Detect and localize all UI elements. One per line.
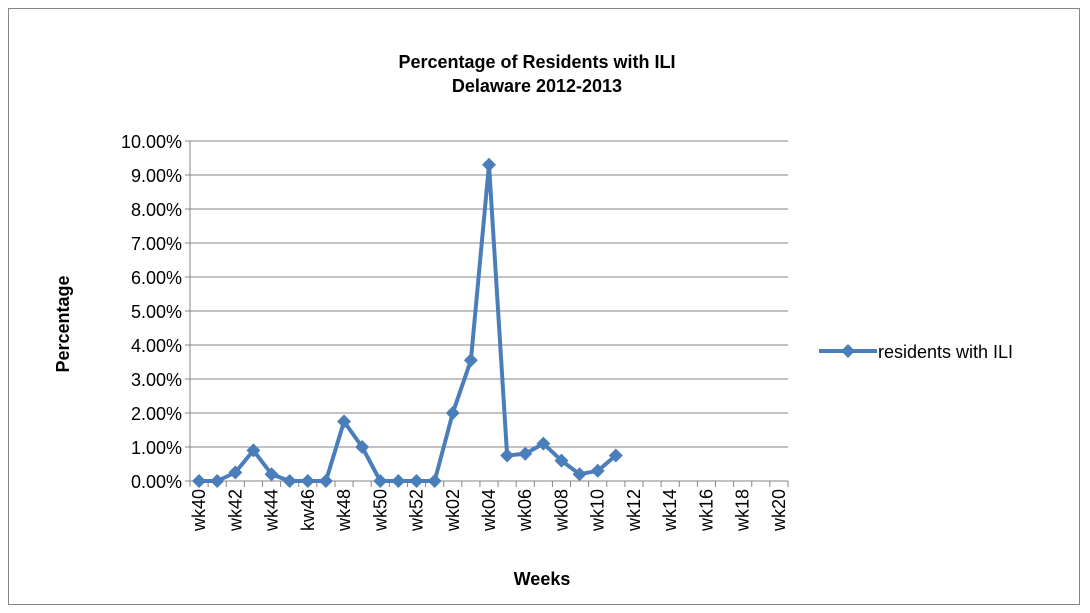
data-point — [463, 353, 478, 368]
x-tick-label: kw46 — [298, 489, 318, 531]
data-point — [427, 474, 442, 488]
y-tick-label: 6.00% — [131, 268, 182, 288]
data-point — [246, 443, 261, 458]
data-point — [355, 440, 370, 454]
x-tick-label: wk10 — [588, 489, 608, 532]
data-point — [391, 474, 406, 488]
data-point — [373, 474, 388, 488]
x-tick-label: wk20 — [769, 489, 789, 532]
data-point — [500, 448, 515, 463]
data-point — [318, 474, 333, 488]
data-point — [210, 474, 225, 488]
x-tick-label: wk52 — [407, 489, 427, 532]
data-point — [590, 463, 605, 478]
data-point — [337, 414, 352, 429]
chart-frame: Percentage of Residents with ILI Delawar… — [8, 8, 1080, 605]
x-tick-label: wk50 — [370, 489, 390, 532]
chart-title-line-2: Delaware 2012-2013 — [452, 76, 622, 96]
x-tick-label: wk44 — [262, 489, 282, 532]
data-point — [482, 157, 496, 172]
y-axis-title: Percentage — [53, 275, 73, 372]
series-residents-with-ili — [192, 157, 623, 488]
data-point — [282, 474, 297, 488]
y-tick-label: 7.00% — [131, 234, 182, 254]
data-point — [300, 474, 315, 488]
x-tick-label: wk12 — [624, 489, 644, 532]
data-point — [572, 467, 587, 482]
x-tick-label: wk18 — [733, 489, 753, 532]
y-tick-label: 1.00% — [131, 438, 182, 458]
x-tick-label: wk48 — [334, 489, 354, 532]
data-point — [192, 474, 207, 488]
y-tick-label: 4.00% — [131, 336, 182, 356]
data-point — [445, 406, 460, 420]
data-point — [536, 436, 551, 451]
x-tick-label: wk14 — [660, 489, 680, 532]
legend-marker — [841, 344, 855, 358]
data-point — [554, 453, 569, 468]
x-tick-label: wk02 — [443, 489, 463, 532]
y-axis: 0.00% 1.00% 2.00% 3.00% 4.00% 5.00% 6.00% 7.00%… — [121, 132, 191, 492]
data-point — [518, 446, 533, 461]
data-point — [264, 467, 279, 482]
legend-label: residents with ILI — [878, 342, 1013, 362]
data-point — [608, 448, 623, 463]
x-tick-label: wk08 — [551, 489, 571, 532]
data-point — [409, 474, 424, 488]
y-tick-label: 10.00% — [121, 132, 182, 152]
y-tick-label: 5.00% — [131, 302, 182, 322]
y-tick-label: 3.00% — [131, 370, 182, 390]
x-tick-label: wk42 — [225, 489, 245, 532]
y-tick-label: 8.00% — [131, 200, 182, 220]
x-axis-title: Weeks — [514, 569, 571, 589]
legend: residents with ILI — [819, 342, 1013, 362]
y-tick-label: 9.00% — [131, 166, 182, 186]
data-point — [228, 465, 243, 480]
y-tick-label: 2.00% — [131, 404, 182, 424]
chart-border — [8, 8, 1080, 605]
chart-title-line-1: Percentage of Residents with ILI — [398, 52, 675, 72]
x-tick-label: wk06 — [515, 489, 535, 532]
x-tick-label: wk04 — [479, 489, 499, 532]
y-tick-label: 0.00% — [131, 472, 182, 492]
x-tick-label: wk16 — [696, 489, 716, 532]
ili-line-chart: Percentage of Residents with ILI Delawar… — [8, 8, 1080, 605]
x-tick-label: wk40 — [189, 489, 209, 532]
